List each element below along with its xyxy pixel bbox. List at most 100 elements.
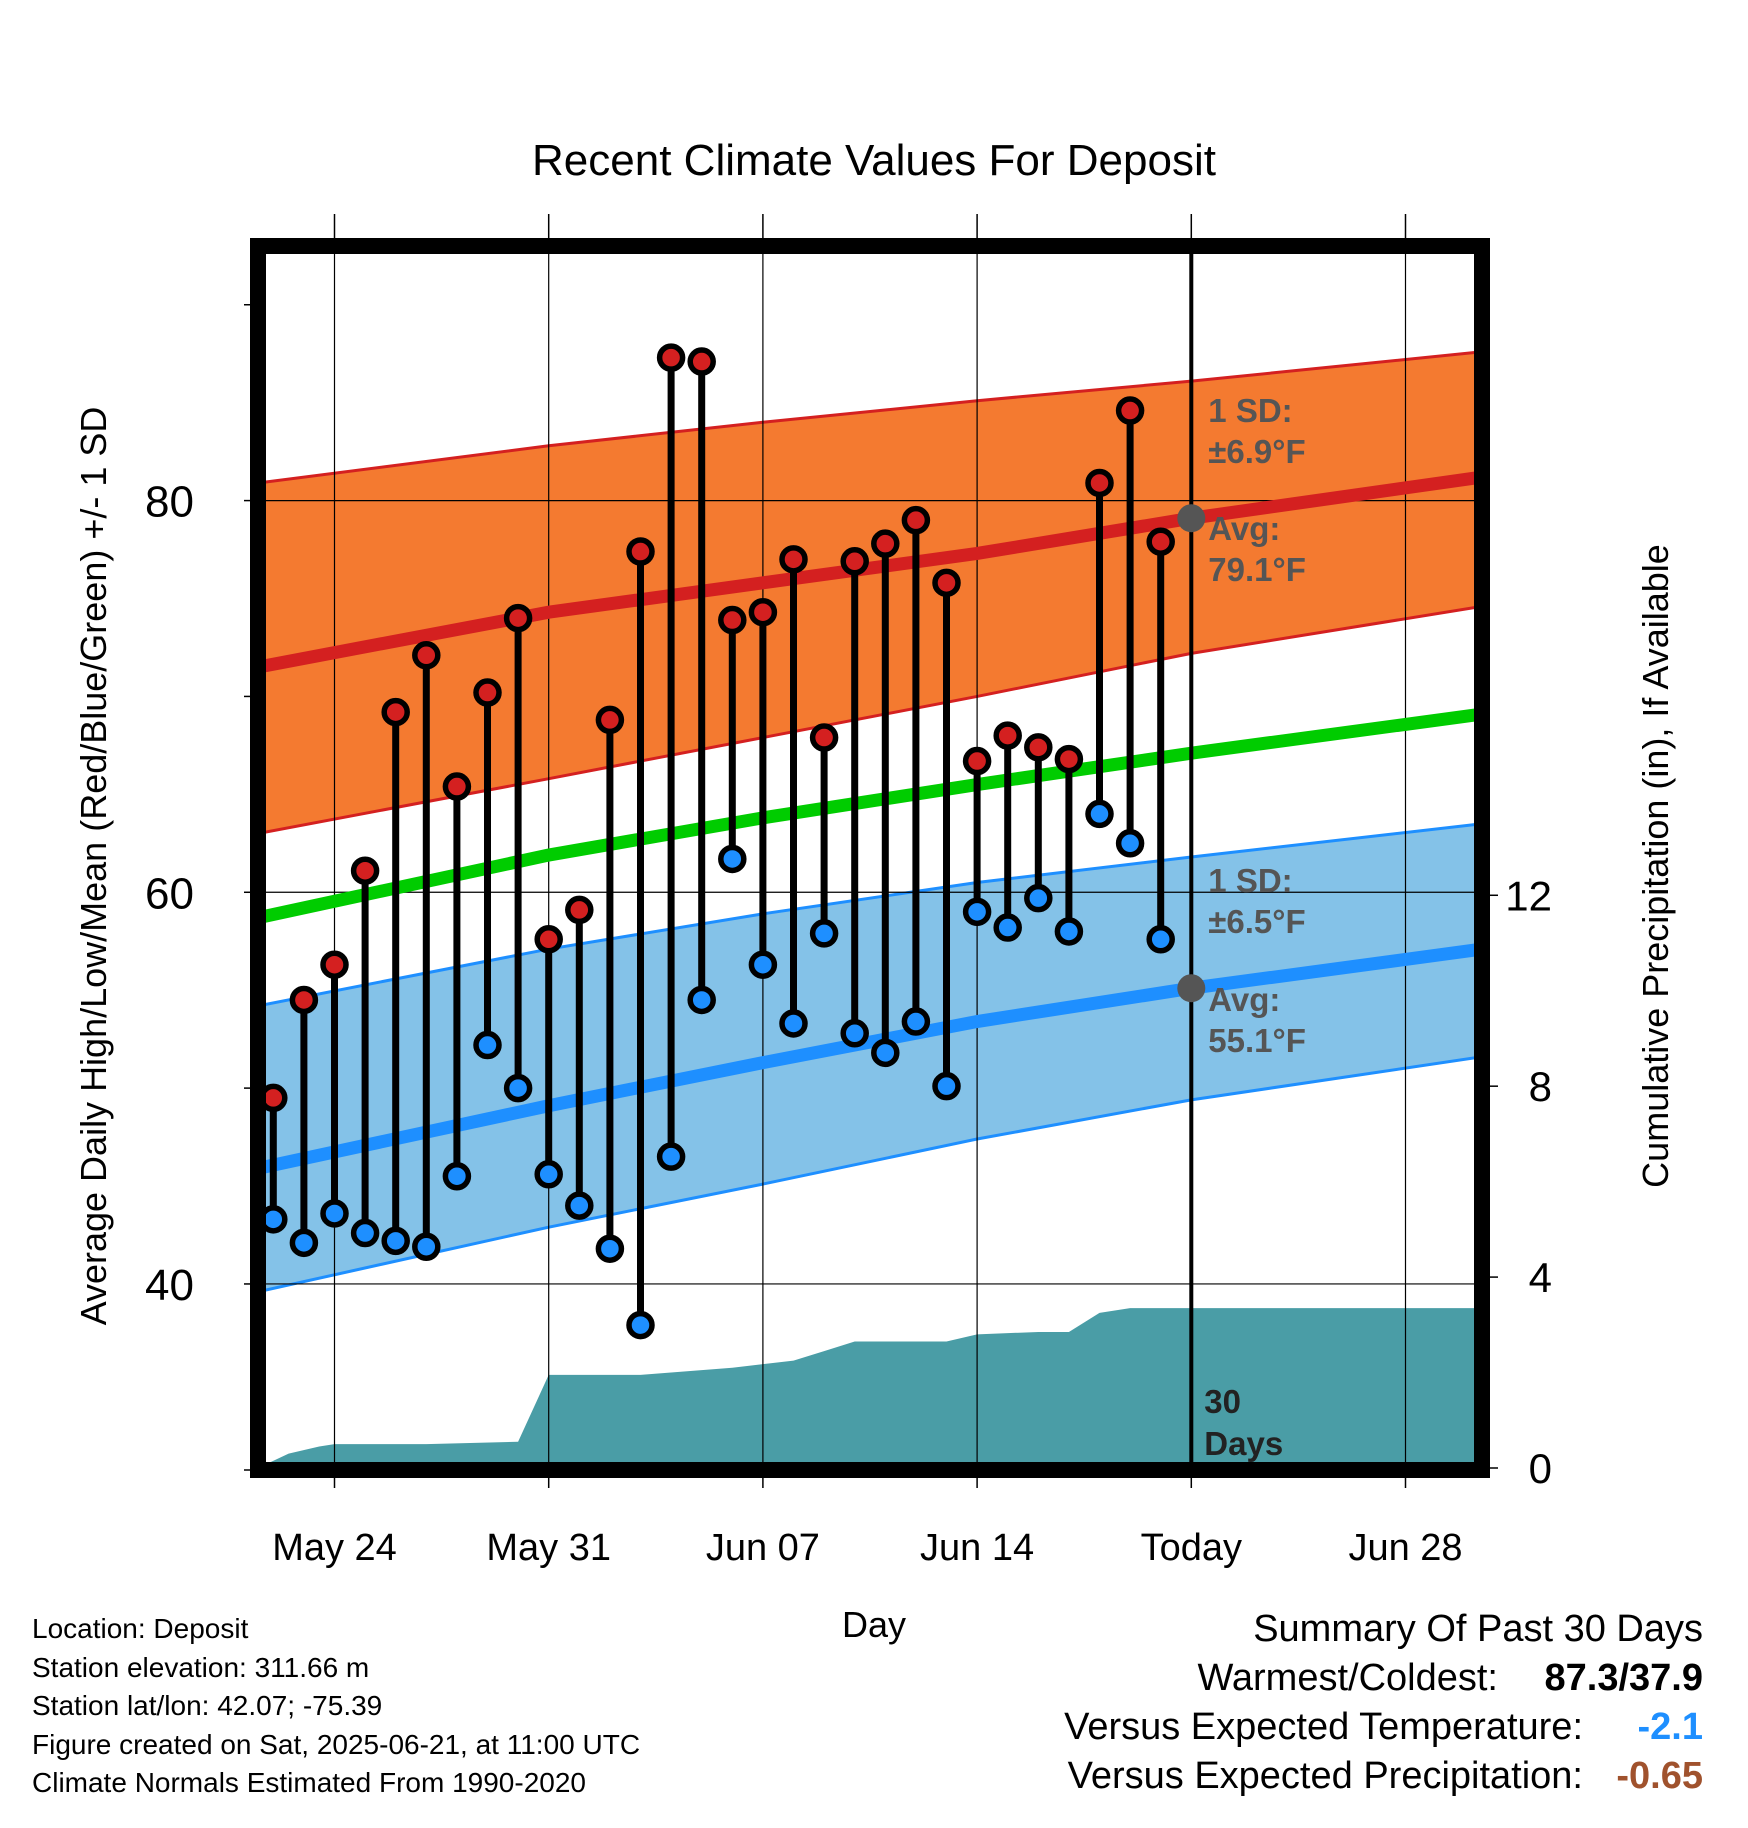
daily-low-point: [687, 985, 716, 1015]
daily-low-point: [565, 1191, 594, 1220]
elevation-text: Station elevation: 311.66 m: [32, 1651, 370, 1683]
daily-high-point: [565, 895, 594, 925]
station-info: Location: Deposit Station elevation: 311…: [32, 1610, 640, 1803]
today-days-label: Days: [1204, 1425, 1283, 1462]
y2-axis-label: Cumulative Precipitation (in), If Availa…: [1635, 544, 1676, 1188]
high-sd-upper-edge: [258, 350, 1482, 485]
daily-high-point: [473, 678, 502, 707]
low-sd-lower-edge: [258, 1055, 1482, 1294]
x-axis-label: Day: [842, 1604, 906, 1645]
daily-high-point: [1146, 527, 1175, 556]
high-avg-value: 79.1°F: [1208, 551, 1306, 588]
daily-low-point: [595, 1234, 625, 1263]
daily-high-point: [1115, 396, 1145, 425]
high-sd-label: 1 SD:: [1208, 392, 1292, 429]
daily-low-point: [350, 1218, 380, 1248]
daily-high-point: [289, 985, 319, 1015]
daily-low-point: [626, 1310, 655, 1340]
today-avg-high-point: [1177, 504, 1206, 533]
daily-high-point: [503, 603, 533, 633]
warmest-value: 87.3/37.9: [1544, 1657, 1703, 1699]
x-tick-label: Today: [1141, 1527, 1242, 1569]
daily-high-point: [809, 723, 839, 752]
daily-low-point: [932, 1071, 961, 1101]
x-tick-label: Jun 07: [706, 1527, 820, 1569]
daily-high-point: [748, 597, 778, 627]
low-avg-label: Avg:: [1208, 981, 1280, 1018]
daily-high-point: [718, 605, 747, 635]
y-tick-label: 60: [145, 869, 194, 918]
daily-low-point: [412, 1232, 441, 1261]
low-sd-value: ±6.5°F: [1208, 903, 1305, 940]
high-sd-lower-edge: [258, 604, 1482, 835]
daily-low-point: [748, 950, 778, 979]
daily-low-point: [1024, 883, 1053, 913]
daily-low-point: [1085, 799, 1114, 829]
daily-high-point: [871, 529, 900, 558]
temp-diff-value: -2.1: [1637, 1706, 1703, 1748]
normal-mean-line: [258, 707, 1482, 925]
daily-low-point: [656, 1142, 686, 1171]
daily-low-point: [1146, 925, 1175, 954]
daily-high-point: [381, 697, 410, 727]
x-tick-label: May 31: [486, 1527, 611, 1569]
normal-high-line: [258, 470, 1482, 674]
summary-temp-row: Versus Expected Temperature: -2.1: [1064, 1703, 1703, 1752]
summary-panel: Summary Of Past 30 Days Warmest/Coldest:…: [1064, 1605, 1703, 1801]
high-sd-value: ±6.9°F: [1208, 433, 1305, 470]
daily-low-point: [993, 913, 1022, 942]
daily-low-point: [809, 919, 839, 948]
daily-low-point: [962, 897, 992, 927]
daily-high-point: [687, 347, 716, 376]
daily-high-point: [993, 721, 1022, 750]
daily-high-point: [320, 950, 349, 979]
daily-high-point: [412, 641, 441, 670]
daily-high-point: [779, 545, 808, 574]
x-tick-label: May 24: [272, 1527, 397, 1569]
low-sd-band: [258, 823, 1482, 1292]
low-sd-upper-edge: [258, 822, 1482, 1008]
daily-low-point: [840, 1019, 869, 1048]
high-sd-band: [258, 351, 1482, 834]
daily-high-point: [1054, 744, 1084, 774]
daily-high-point: [1024, 733, 1053, 762]
low-sd-label: 1 SD:: [1208, 862, 1292, 899]
temp-diff-label: Versus Expected Temperature:: [1064, 1706, 1583, 1748]
plot-frame: [250, 238, 1490, 1478]
created-text: Figure created on Sat, 2025-06-21, at 11…: [32, 1728, 641, 1760]
latlon-text: Station lat/lon: 42.07; -75.39: [32, 1690, 383, 1721]
plot-area: 1 SD: ±6.9°F Avg: 79.1°F 1 SD: ±6.5°F Avg: 55.1…: [145, 214, 1552, 1569]
chart-title: Recent Climate Values For Deposit: [532, 136, 1216, 185]
daily-low-point: [718, 844, 747, 874]
daily-high-point: [932, 568, 961, 598]
daily-high-point: [1085, 468, 1114, 498]
today-avg-low-point: [1177, 974, 1206, 1003]
y-tick-label: 40: [145, 1261, 194, 1310]
precip-diff-value: -0.65: [1616, 1755, 1703, 1797]
summary-warmest-row: Warmest/Coldest: 87.3/37.9: [1064, 1654, 1703, 1703]
daily-high-point: [656, 343, 686, 372]
normal-low-line: [258, 942, 1482, 1175]
precip-area: [258, 1308, 1482, 1470]
daily-high-point: [901, 505, 931, 535]
warmest-label: Warmest/Coldest:: [1197, 1657, 1498, 1699]
daily-low-point: [1054, 917, 1084, 946]
location-text: Location: Deposit: [32, 1613, 249, 1644]
y-tick-label: 80: [145, 478, 194, 527]
daily-low-point: [779, 1009, 808, 1038]
daily-high-point: [962, 746, 992, 776]
normals-text: Climate Normals Estimated From 1990-2020: [32, 1767, 586, 1798]
today-days-number: 30: [1204, 1383, 1241, 1420]
daily-high-point: [534, 925, 563, 954]
y2-tick-label: 8: [1529, 1063, 1552, 1110]
x-tick-label: Jun 14: [920, 1527, 1034, 1569]
daily-low-point: [381, 1226, 410, 1256]
low-avg-value: 55.1°F: [1208, 1022, 1306, 1059]
y-axis-label: Average Daily High/Low/Mean (Red/Blue/Gr…: [73, 407, 114, 1326]
daily-low-point: [871, 1038, 900, 1068]
high-avg-label: Avg:: [1208, 510, 1280, 547]
y2-tick-label: 4: [1529, 1254, 1552, 1301]
daily-high-point: [442, 772, 472, 801]
daily-high-point: [595, 705, 625, 735]
